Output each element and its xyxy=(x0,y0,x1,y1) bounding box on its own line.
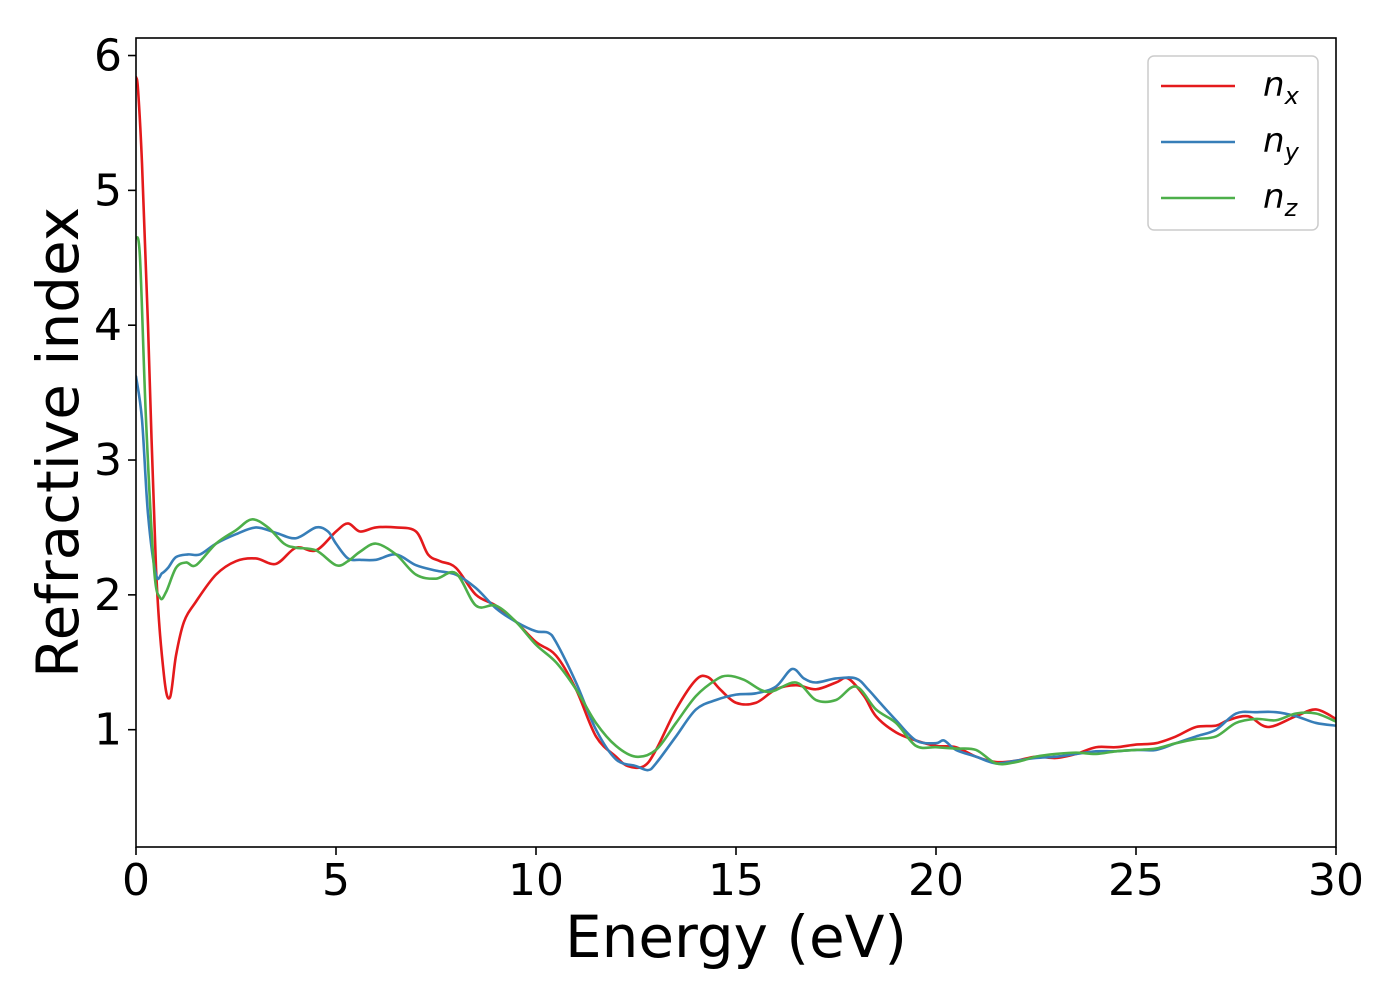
series-layer xyxy=(136,75,1336,772)
x-tick-label: 5 xyxy=(322,855,350,906)
y-axis-ticks: 1 2 3 4 5 6 xyxy=(94,31,136,756)
x-axis-ticks: 0 5 10 15 20 25 30 xyxy=(122,847,1364,906)
x-tick-label: 10 xyxy=(508,855,564,906)
x-tick-label: 20 xyxy=(908,855,964,906)
legend-label-n-z: nz xyxy=(1263,177,1299,222)
x-tick-label: 0 xyxy=(122,855,150,906)
y-tick-label: 3 xyxy=(94,435,122,486)
x-tick-label: 30 xyxy=(1308,855,1364,906)
legend-label-n-y: ny xyxy=(1263,121,1300,166)
y-tick-label: 2 xyxy=(94,570,122,621)
x-tick-label: 25 xyxy=(1108,855,1164,906)
x-tick-label: 15 xyxy=(708,855,764,906)
legend-label-n-x: nx xyxy=(1263,65,1300,110)
y-tick-label: 6 xyxy=(94,31,122,82)
series-line-n-y xyxy=(136,375,1336,772)
y-axis-label: Refractive index xyxy=(24,207,92,678)
x-axis-label: Energy (eV) xyxy=(565,903,907,971)
y-tick-label: 5 xyxy=(94,165,122,216)
series-line-n-z xyxy=(136,236,1336,766)
y-tick-label: 4 xyxy=(94,300,122,351)
y-tick-label: 1 xyxy=(94,705,122,756)
legend: nx ny nz xyxy=(1147,55,1319,231)
series-line-n-x xyxy=(136,75,1336,770)
